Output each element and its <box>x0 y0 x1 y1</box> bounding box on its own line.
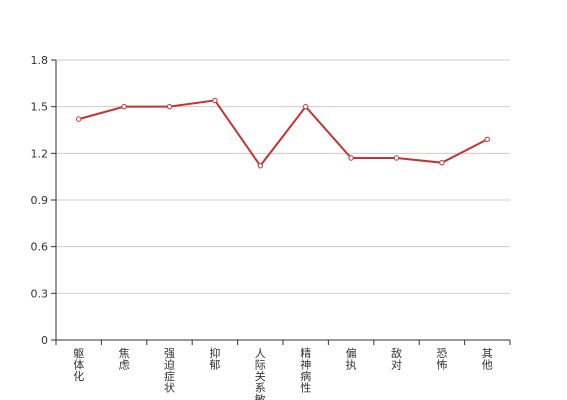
x-tick-char: 敌 <box>391 346 402 360</box>
x-tick-label: 其他 <box>482 347 493 372</box>
x-tick-char: 执 <box>346 358 357 372</box>
x-tick-char: 怖 <box>436 358 447 372</box>
x-tick-char: 焦 <box>119 347 130 360</box>
x-tick-char: 人 <box>255 347 266 360</box>
x-tick-char: 迫 <box>164 358 175 372</box>
x-tick-char: 偏 <box>346 346 357 360</box>
x-tick-char: 郁 <box>209 358 220 372</box>
x-tick-label: 敌对 <box>391 346 402 372</box>
x-tick-label: 强迫症状 <box>164 347 175 395</box>
x-tick-label: 焦虑 <box>119 347 130 372</box>
x-tick-char: 强 <box>164 347 175 360</box>
point <box>393 155 400 161</box>
x-tick-char: 状 <box>164 381 175 395</box>
x-tick-char: 恐 <box>436 347 447 360</box>
point <box>121 103 127 110</box>
x-tick-char: 体 <box>73 358 84 372</box>
y-tick-label: 0.9 <box>31 194 49 207</box>
x-tick-char: 性 <box>300 381 311 395</box>
y-tick-label: 0 <box>41 334 48 347</box>
point <box>303 103 309 110</box>
y-tick-label: 1.5 <box>31 101 49 114</box>
x-tick-char: 症 <box>164 369 175 383</box>
x-tick-char: 际 <box>255 359 266 372</box>
x-tick-char: 他 <box>482 359 493 372</box>
x-tick-label: 躯体化 <box>73 347 84 383</box>
x-tick-char: 对 <box>391 358 402 372</box>
x-tick-label: 恐怖 <box>436 347 447 372</box>
point <box>348 155 354 161</box>
x-tick-char: 虑 <box>119 359 130 372</box>
point <box>257 163 263 169</box>
x-tick-char: 系 <box>255 382 266 395</box>
y-tick-label: 0.6 <box>31 241 49 254</box>
y-tick-label: 1.8 <box>31 54 49 67</box>
x-tick-label: 抑郁 <box>209 346 220 372</box>
point <box>439 159 445 166</box>
x-tick-char: 敏 <box>255 392 266 400</box>
x-tick-char: 抑 <box>209 346 220 360</box>
x-tick-label: 精神病性 <box>300 347 311 395</box>
y-tick-label: 0.3 <box>31 287 49 300</box>
line <box>78 99 488 168</box>
point <box>212 97 218 104</box>
x-tick-char: 神 <box>300 358 311 372</box>
x-tick-label: 偏执 <box>346 346 357 372</box>
x-tick-char: 关 <box>255 369 266 383</box>
x-tick-char: 病 <box>300 369 311 383</box>
point <box>484 136 490 143</box>
x-tick-label: 人际关系敏感 <box>255 347 266 400</box>
y-tick-label: 1.2 <box>31 147 49 160</box>
x-tick-char: 化 <box>73 369 84 383</box>
point <box>76 116 82 122</box>
x-tick-char: 躯 <box>73 347 84 360</box>
x-tick-char: 精 <box>300 347 311 360</box>
x-tick-char: 其 <box>482 347 493 360</box>
point <box>166 103 173 110</box>
